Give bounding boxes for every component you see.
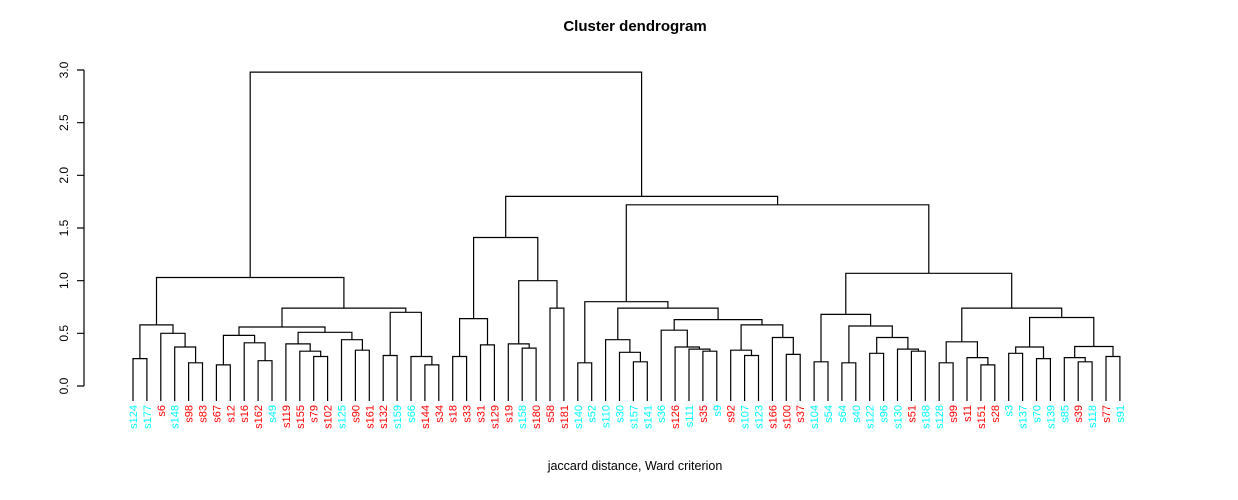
leaf-label: s49 bbox=[267, 405, 279, 423]
dendrogram-tree bbox=[132, 71, 1121, 401]
leaf-label: s79 bbox=[309, 405, 321, 423]
leaf-label: s104 bbox=[809, 405, 821, 429]
leaf-label: s66 bbox=[406, 405, 418, 423]
leaf-label: s158 bbox=[517, 405, 529, 429]
leaf-label: s111 bbox=[684, 405, 696, 427]
leaf-label: s130 bbox=[893, 405, 905, 429]
leaf-label: s70 bbox=[1032, 405, 1044, 423]
leaf-label: s141 bbox=[642, 405, 654, 429]
leaf-label: s99 bbox=[948, 405, 960, 423]
leaf-label: s122 bbox=[865, 405, 877, 429]
leaf-label: s159 bbox=[392, 405, 404, 429]
leaf-label: s162 bbox=[253, 405, 265, 429]
leaf-label: s123 bbox=[754, 405, 766, 429]
leaf-label: s37 bbox=[795, 405, 807, 423]
leaf-label: s129 bbox=[489, 405, 501, 429]
y-tick-label: 0.0 bbox=[57, 377, 71, 394]
leaf-label: s126 bbox=[670, 405, 682, 429]
leaf-label: s51 bbox=[906, 405, 918, 423]
leaf-label: s6 bbox=[156, 405, 168, 417]
y-tick-label: 2.0 bbox=[57, 167, 71, 184]
leaf-label: s18 bbox=[448, 405, 460, 423]
leaf-label: s9 bbox=[712, 405, 724, 417]
leaf-label: s96 bbox=[879, 405, 891, 423]
leaf-label: s155 bbox=[295, 405, 307, 429]
y-tick-label: 3.0 bbox=[57, 61, 71, 78]
leaf-label: s31 bbox=[476, 405, 488, 423]
leaf-label: s36 bbox=[656, 405, 668, 423]
leaf-label: s102 bbox=[323, 405, 335, 429]
leaf-label: s54 bbox=[823, 405, 835, 423]
leaf-label: s30 bbox=[615, 405, 627, 423]
leaf-label: s119 bbox=[281, 405, 293, 428]
leaf-label: s85 bbox=[1059, 405, 1071, 423]
leaf-label: s91 bbox=[1115, 405, 1127, 423]
leaf-label: s125 bbox=[337, 405, 349, 429]
leaf-label: s118 bbox=[1087, 405, 1099, 428]
leaf-label: s67 bbox=[211, 405, 223, 423]
leaf-label: s110 bbox=[601, 405, 613, 428]
leaf-label: s33 bbox=[462, 405, 474, 423]
y-tick-label: 1.5 bbox=[57, 219, 71, 236]
leaf-label: s16 bbox=[239, 405, 251, 423]
y-axis bbox=[77, 69, 85, 387]
leaf-label: s124 bbox=[128, 405, 140, 429]
leaf-label: s3 bbox=[1004, 405, 1016, 417]
leaf-label: s64 bbox=[837, 405, 849, 423]
leaf-label: s19 bbox=[503, 405, 515, 423]
leaf-label: s161 bbox=[364, 405, 376, 429]
leaf-label: s166 bbox=[767, 405, 779, 429]
leaf-label: s35 bbox=[698, 405, 710, 423]
leaf-label: s77 bbox=[1101, 405, 1113, 423]
leaf-label: s92 bbox=[726, 405, 738, 423]
leaf-label: s144 bbox=[420, 405, 432, 429]
x-axis-label: jaccard distance, Ward criterion bbox=[547, 459, 723, 473]
leaf-label: s139 bbox=[1045, 405, 1057, 429]
leaf-label: s34 bbox=[434, 405, 446, 423]
leaf-label: s137 bbox=[1018, 405, 1030, 429]
leaf-label: s28 bbox=[990, 405, 1002, 423]
leaf-label: s188 bbox=[920, 405, 932, 429]
leaf-label: s90 bbox=[350, 405, 362, 423]
leaf-label: s40 bbox=[851, 405, 863, 423]
leaf-label: s132 bbox=[378, 405, 390, 429]
leaf-label: s98 bbox=[184, 405, 196, 423]
leaf-label: s140 bbox=[573, 405, 585, 429]
leaf-label: s177 bbox=[142, 405, 154, 429]
leaf-label: s107 bbox=[740, 405, 752, 429]
leaf-label: s151 bbox=[976, 405, 988, 429]
leaf-label: s11 bbox=[962, 405, 974, 422]
y-tick-label: 2.5 bbox=[57, 114, 71, 131]
y-tick-label: 1.0 bbox=[57, 272, 71, 289]
leaf-label: s157 bbox=[628, 405, 640, 429]
chart-title: Cluster dendrogram bbox=[563, 18, 707, 35]
leaf-label: s128 bbox=[934, 405, 946, 429]
y-tick-label: 0.5 bbox=[57, 325, 71, 342]
leaf-label: s12 bbox=[225, 405, 237, 423]
leaf-label: s100 bbox=[781, 405, 793, 429]
leaf-label: s83 bbox=[198, 405, 210, 423]
leaf-label: s180 bbox=[531, 405, 543, 429]
leaf-label: s39 bbox=[1073, 405, 1085, 423]
leaf-label: s58 bbox=[545, 405, 557, 423]
leaf-label: s181 bbox=[559, 405, 571, 429]
leaf-label: s148 bbox=[170, 405, 182, 429]
leaf-label: s52 bbox=[587, 405, 599, 423]
